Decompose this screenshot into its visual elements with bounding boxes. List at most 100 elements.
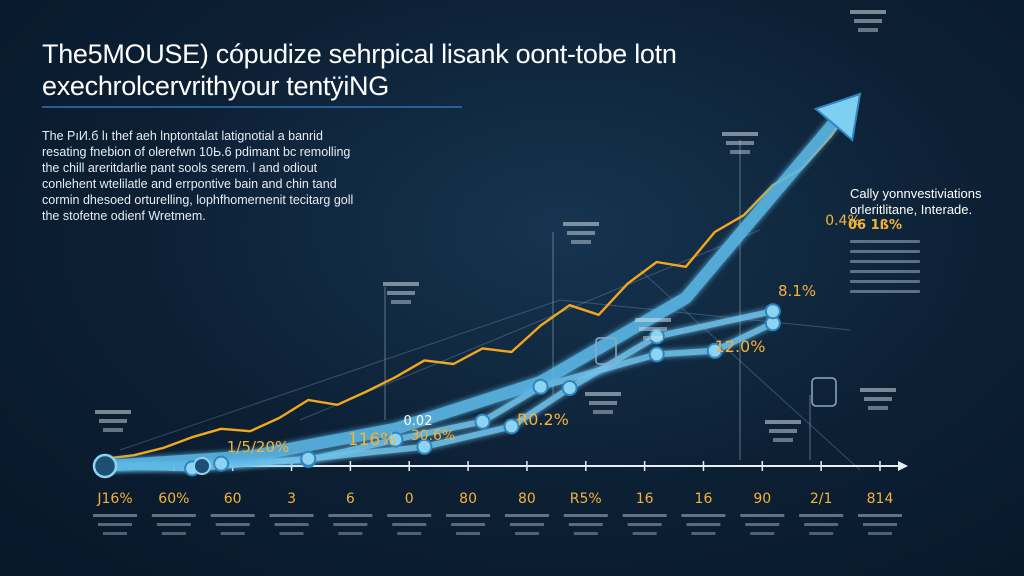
point-value-label: 30.6% (411, 428, 455, 444)
x-caption-line (392, 523, 427, 526)
x-caption-line (279, 532, 304, 535)
axis-marker (193, 457, 211, 475)
x-caption-line (632, 532, 657, 535)
intro-line: the chill areritdarlie pant sools serem.… (42, 161, 318, 175)
x-tick-label: 80 (518, 491, 536, 507)
x-caption-line (456, 532, 481, 535)
x-caption-line (269, 514, 314, 517)
intro-line: conlehent wtelilatle and errpontive bain… (42, 177, 337, 191)
x-tick-label: R5% (570, 491, 602, 507)
intro-line: the stofetne odienf Wretmem. (42, 209, 206, 223)
series-point (561, 380, 578, 396)
annotation-caption-line (722, 132, 758, 136)
annotation-caption-line (773, 438, 793, 442)
point-value-label: 0.02 (404, 414, 433, 429)
x-caption-line (686, 523, 721, 526)
guide-line (299, 229, 761, 421)
annotation-caption-line (864, 397, 892, 401)
point-value-label: 8.1% (778, 282, 816, 300)
x-caption-line (151, 514, 196, 517)
x-caption-line (568, 523, 603, 526)
annotation-caption-line (726, 141, 754, 145)
series-point (764, 303, 781, 320)
x-caption-line (446, 514, 491, 517)
annotation-caption-line (387, 291, 415, 295)
trend-arrow-head (813, 92, 862, 142)
point-value-label: R0.2% (517, 410, 569, 429)
x-tick-label: J16% (96, 491, 132, 507)
point-value-label: 116% (348, 430, 397, 450)
side-panel-percent: 06 1ß% (848, 218, 903, 233)
series-point (503, 418, 520, 435)
side-panel-placeholder-lines (850, 240, 920, 300)
x-caption-line (161, 532, 186, 535)
badge-icon (811, 377, 837, 407)
point-value-label: 12.0% (715, 337, 766, 356)
x-caption-line (215, 523, 250, 526)
annotation-caption-line (635, 318, 671, 322)
annotation-caption-line (868, 406, 888, 410)
x-caption-line (328, 514, 373, 517)
x-tick-label: 2/1 (810, 491, 833, 507)
side-panel-heading: Cally yonnvestiviations orleritlitane, I… (850, 186, 1020, 218)
annotation-caption-line (854, 19, 882, 23)
x-tick-label: 814 (867, 491, 894, 507)
annotation-caption-line (860, 388, 896, 392)
annotation-caption-line (391, 300, 411, 304)
x-caption-line (622, 514, 667, 517)
annotation-caption-line (639, 327, 667, 331)
series-point (300, 450, 317, 467)
x-tick-label: 60 (224, 491, 242, 507)
origin-marker (92, 453, 118, 479)
x-caption-line (691, 532, 716, 535)
annotation-caption-line (643, 336, 663, 340)
x-caption-line (103, 532, 127, 535)
document-icon (595, 337, 617, 365)
series-point (474, 413, 491, 430)
x-caption-line (868, 532, 892, 535)
x-axis-arrowhead (898, 461, 908, 471)
x-caption-line (573, 532, 598, 535)
x-caption-line (338, 532, 363, 535)
annotation-caption-line (850, 10, 886, 14)
series-point (532, 378, 549, 395)
series-point (706, 342, 723, 359)
trend-arrow-shaft (99, 105, 850, 472)
x-caption-line (627, 523, 662, 526)
x-caption-line (210, 514, 255, 517)
x-caption-line (333, 523, 368, 526)
title-underline (42, 106, 462, 108)
x-tick-label: 60% (158, 491, 189, 507)
point-value-label: 0.4% (825, 213, 861, 229)
x-tick-label: 3 (287, 491, 296, 507)
x-caption-line (504, 514, 549, 517)
x-tick-label: 0 (405, 491, 414, 507)
x-caption-line (681, 514, 726, 517)
x-caption-line (858, 514, 902, 517)
series-point (416, 438, 433, 455)
x-caption-line (220, 532, 245, 535)
intro-line: resating fnebion of olerefwn 10Ь.6 pdima… (42, 145, 351, 159)
x-caption-line (799, 514, 844, 517)
title-line-2: exechrolcervrithyour tentÿiNG (42, 71, 389, 101)
x-caption-line (809, 532, 834, 535)
x-caption-line (451, 523, 486, 526)
annotation-caption-line (858, 28, 878, 32)
x-caption-line (387, 514, 432, 517)
annotation-caption-line (95, 410, 131, 414)
x-tick-label: 80 (459, 491, 477, 507)
x-caption-line (863, 523, 897, 526)
x-caption-line (156, 523, 191, 526)
x-caption-line (563, 514, 608, 517)
title-line-1: The5MOUSE) cópudize sehrpical lisank oon… (42, 39, 677, 69)
x-caption-line (509, 523, 544, 526)
annotation-caption-line (103, 428, 123, 432)
intro-line: cormin dhesoed orturelling, lophfhomerne… (42, 193, 354, 207)
series-point (387, 431, 404, 448)
annotation-caption-line (769, 429, 797, 433)
annotation-caption-line (585, 392, 621, 396)
side-heading-line-2: orleritlitane, Interade. (850, 202, 973, 217)
annotation-caption-line (571, 240, 591, 244)
x-caption-line (745, 523, 780, 526)
